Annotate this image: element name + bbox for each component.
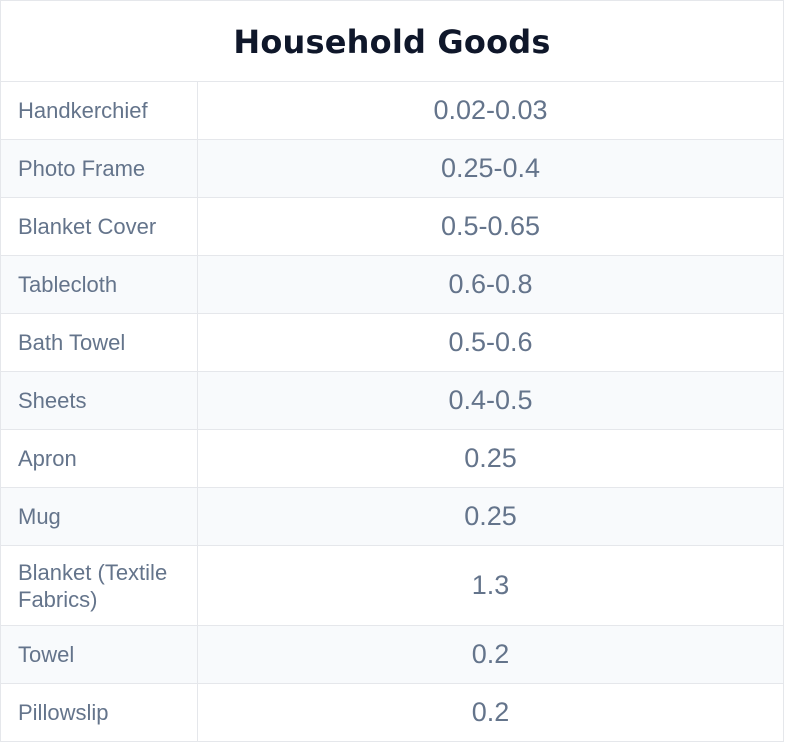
table-title-row: Household Goods [1,1,783,82]
item-name: Tablecloth [1,256,198,313]
item-value: 0.5-0.6 [448,327,533,357]
item-name: Bath Towel [1,314,198,371]
table-row: Handkerchief 0.02-0.03 [1,82,783,140]
item-value: 0.25-0.4 [440,153,541,183]
table-row: Sheets 0.4-0.5 [1,372,783,430]
item-value: 1.3 [471,570,510,600]
table-row: Pillowslip 0.2 [1,684,783,742]
item-name: Pillowslip [1,684,198,741]
item-value: 0.2 [471,697,510,727]
table-row: Blanket Cover 0.5-0.65 [1,198,783,256]
item-name: Sheets [1,372,198,429]
table-row: Photo Frame 0.25-0.4 [1,140,783,198]
table-row: Blanket (Textile Fabrics) 1.3 [1,546,783,626]
item-value: 0.25 [464,443,517,473]
table-title: Household Goods [233,23,551,61]
item-name: Mug [1,488,198,545]
table-row: Apron 0.25 [1,430,783,488]
table-row: Towel 0.2 [1,626,783,684]
item-name: Apron [1,430,198,487]
table-row: Mug 0.25 [1,488,783,546]
item-value: 0.25 [464,501,517,531]
table-row: Bath Towel 0.5-0.6 [1,314,783,372]
item-value: 0.6-0.8 [448,269,533,299]
item-value: 0.02-0.03 [433,95,548,125]
item-name: Photo Frame [1,140,198,197]
item-name: Blanket Cover [1,198,198,255]
item-name: Handkerchief [1,82,198,139]
item-name: Blanket (Textile Fabrics) [1,546,198,625]
item-value: 0.2 [471,639,510,669]
item-value: 0.4-0.5 [448,385,533,415]
table-row: Tablecloth 0.6-0.8 [1,256,783,314]
item-value: 0.5-0.65 [440,211,541,241]
item-name: Towel [1,626,198,683]
